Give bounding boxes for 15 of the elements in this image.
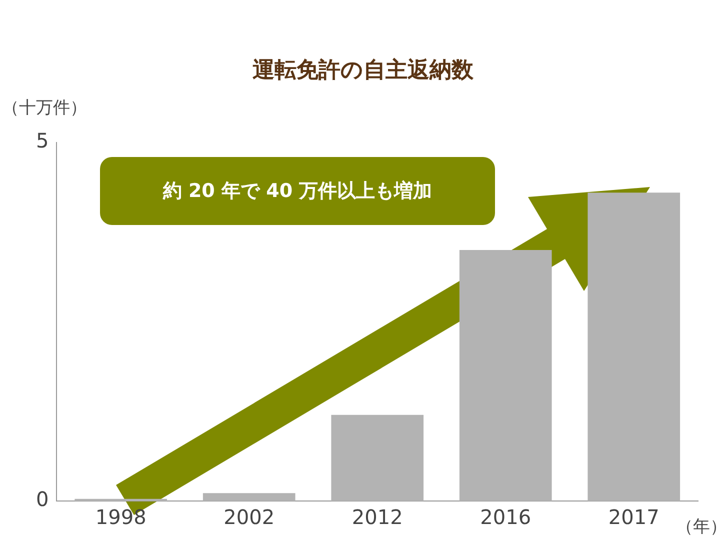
x-tick-label: 1998 [95,505,146,530]
x-tick-label: 2017 [608,505,660,530]
chart-title: 運転免許の自主返納数 [252,56,474,83]
x-axis-title: （年） [676,516,726,538]
y-tick-label: 0 [36,487,49,512]
bar [331,414,424,501]
y-axis-title: （十万件） [2,97,87,119]
x-tick-label: 2012 [352,505,403,530]
bar [588,192,680,501]
bar [459,250,552,501]
bar [202,493,296,501]
y-tick-label: 5 [36,128,49,153]
annotation: 約 20 年で 40 万件以上も増加 [162,179,432,204]
x-tick-label: 2016 [480,505,532,530]
x-tick-label: 2002 [224,505,275,530]
